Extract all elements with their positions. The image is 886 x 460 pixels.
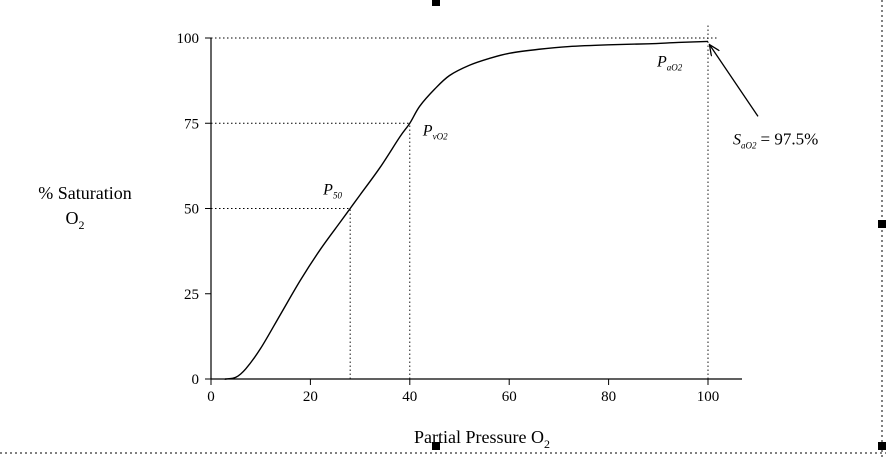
- y-axis-title-line1: % Saturation: [38, 183, 131, 203]
- handle-top: [432, 0, 440, 6]
- annotation-sao2: SaO2 = 97.5%: [733, 129, 818, 150]
- y-tick-label: 75: [184, 116, 199, 132]
- y-tick-label: 100: [177, 31, 200, 47]
- y-axis-title-line2: O2: [66, 208, 85, 232]
- reference-lines: [211, 23, 718, 379]
- sao2-arrow: [710, 45, 759, 117]
- annotation-pao2: PaO2: [656, 53, 683, 72]
- handle-right: [878, 220, 886, 228]
- x-tick-label: 0: [207, 389, 215, 405]
- handle-bottom: [432, 442, 440, 450]
- annotation-pvo2: PvO2: [422, 122, 448, 141]
- x-tick-label: 20: [303, 389, 318, 405]
- x-tick-label: 80: [601, 389, 616, 405]
- curve-layer: [224, 40, 709, 380]
- x-tick-label: 60: [502, 389, 517, 405]
- ticks: 0 20 40 60 80 100 0 25 50 75 100: [177, 31, 720, 405]
- annotations: P50 PvO2 PaO2 SaO2 = 97.5%: [322, 45, 818, 201]
- y-tick-label: 50: [184, 202, 199, 218]
- axes: [210, 38, 742, 380]
- x-axis-title: Partial Pressure O2: [414, 427, 550, 451]
- saturation-curve: [224, 40, 709, 380]
- x-tick-label: 100: [697, 389, 720, 405]
- y-tick-label: 25: [184, 287, 199, 303]
- annotation-p50: P50: [322, 182, 342, 201]
- x-tick-label: 40: [402, 389, 417, 405]
- handle-corner: [878, 442, 886, 450]
- y-tick-label: 0: [192, 372, 200, 388]
